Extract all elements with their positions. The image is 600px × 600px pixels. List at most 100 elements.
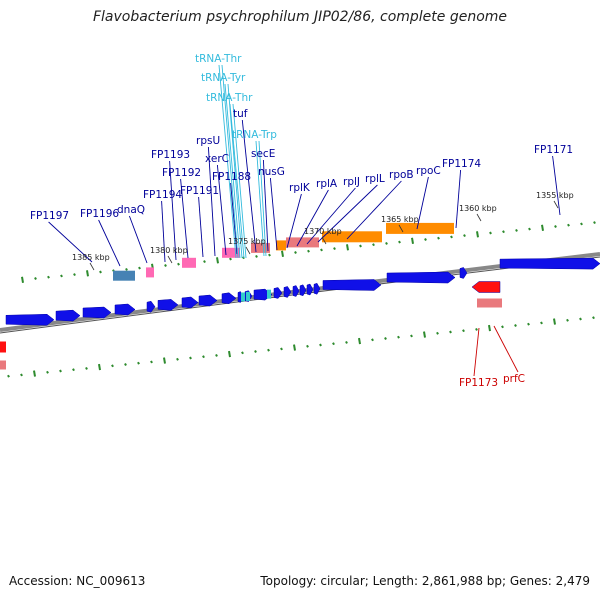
tick-mark [553,318,556,325]
tick-mark [254,350,257,353]
tick-mark [463,234,466,238]
leader-line [493,325,519,373]
tick-mark [33,370,36,377]
tick-mark [345,340,348,344]
tick-mark [385,241,388,245]
tick-mark [164,264,167,267]
trna-mark [246,291,250,301]
gene-label-fp1171: FP1171 [534,144,573,156]
kbp-label: 1355 kbp [536,191,574,200]
cds-arrow [386,271,456,284]
leader-line [262,159,269,252]
tick-mark [501,325,504,329]
cds-arrow [198,294,218,307]
tick-mark [124,363,127,366]
trna-label: tRNA-Trp [232,129,277,141]
tick-mark [59,369,62,373]
leader-line [221,64,239,259]
leader-line [317,184,378,243]
tick-mark [527,322,530,326]
tick-mark [21,276,24,283]
tick-mark [255,254,258,258]
gene-label-rpoc: rpoC [416,165,441,177]
cds-arrow [221,292,237,305]
kbp-pointer [167,255,173,264]
leader-line [455,169,462,229]
tick-mark [450,235,453,239]
tick-mark [20,373,23,377]
tick-mark [189,356,192,360]
leader-line [229,103,245,259]
tick-mark [567,223,570,227]
gene-labels: 1385 kbp 1380 kbp 1375 kbp 1370 kbp 1365 kbp… [30,53,574,389]
genome-title: Flavobacterium psychrophilum JIP02/86, c… [92,9,508,25]
leader-line [224,83,241,259]
tick-mark [228,350,231,358]
leader-line [227,83,243,259]
leader-line [216,164,227,256]
tick-mark [332,342,335,346]
pseudo-feature [146,267,154,278]
misc-feature [0,360,6,370]
kbp-label: 1365 kbp [381,215,419,224]
tick-mark [579,317,582,321]
misc-feature [286,237,319,248]
gene-label-fp1193: FP1193 [151,149,190,161]
rrna-feature [386,222,454,234]
tick-mark [476,231,479,238]
tick-mark [319,343,322,347]
gene-label-rpll: rplL [365,173,385,185]
reverse-cds-arrow [471,281,501,293]
leader-line [346,180,402,240]
gene-label-fp1188: FP1188 [212,171,251,183]
tick-mark [358,337,361,345]
leader-line [473,327,480,377]
cds-arrow [157,299,179,311]
leader-line [296,189,329,247]
tick-mark [60,274,63,278]
leader-line [552,155,561,216]
tick-mark [398,240,401,244]
tick-mark [229,257,232,261]
trna-label: tRNA-Thr [195,53,242,65]
gene-label-rplj: rplJ [343,176,360,188]
tick-mark [216,257,219,264]
tick-mark [566,318,569,322]
trna-label: tRNA-Thr [206,92,253,104]
lower-tick-row [7,316,595,378]
tick-mark [163,357,166,364]
cds-arrow [114,303,136,316]
cds-arrow [322,279,382,291]
tick-mark [307,249,310,253]
leader-line [128,215,148,264]
tick-mark [514,324,517,327]
cds-arrow [55,309,81,322]
kbp-pointer [321,236,327,245]
misc-feature [113,270,135,281]
tick-mark [593,221,596,225]
tick-mark [176,357,179,361]
gene-label-nusg: nusG [258,166,285,178]
cds-arrow [313,282,321,295]
tick-mark [241,351,244,355]
tick-mark [541,224,544,231]
tick-mark [150,360,153,364]
gene-label-prfc: prfC [503,373,525,385]
tick-mark [46,370,49,374]
tick-mark [580,222,583,226]
tick-mark [528,227,531,231]
cds-arrow [5,314,55,326]
tick-mark [489,231,492,235]
tick-mark [423,331,426,338]
cds-arrow [299,284,307,297]
trna-mark [267,289,271,299]
tick-mark [85,366,88,370]
tick-mark [554,225,557,228]
feature-track [0,222,600,370]
tick-mark [359,244,362,248]
leader-line [258,140,267,257]
tick-mark [111,364,114,368]
tick-mark [397,335,400,339]
leader-line [161,200,166,263]
rrna-feature [276,240,286,251]
